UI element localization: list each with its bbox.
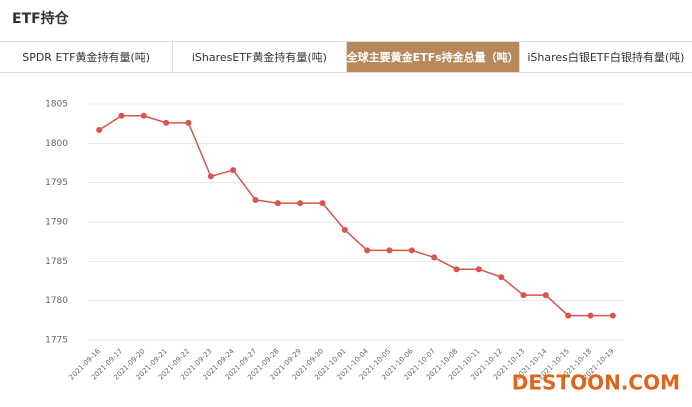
point xyxy=(565,312,572,319)
point xyxy=(207,173,214,180)
y-tick-label: 1785 xyxy=(45,257,68,267)
line xyxy=(98,115,613,317)
point xyxy=(341,226,348,233)
point xyxy=(475,266,482,273)
point xyxy=(274,200,281,207)
y-tick-label: 1795 xyxy=(45,178,68,188)
y-tick-label: 1780 xyxy=(45,296,68,306)
point xyxy=(118,112,125,119)
y-tick-label: 1790 xyxy=(45,218,68,228)
section-title: ETF持仓 xyxy=(12,11,69,27)
tab[interactable]: iSharesETF黄金持有量(吨) xyxy=(173,42,347,72)
y-tick-label: 1800 xyxy=(45,139,68,149)
point xyxy=(319,200,326,207)
tab[interactable]: 全球主要黄金ETFs持金总量（吨） xyxy=(346,42,520,72)
point xyxy=(408,247,415,254)
point xyxy=(453,266,460,273)
watermark: DESTOON.COM xyxy=(512,371,680,395)
point xyxy=(609,312,616,319)
point xyxy=(230,167,237,174)
point xyxy=(140,112,147,119)
point xyxy=(96,126,103,133)
point xyxy=(587,312,594,319)
point xyxy=(297,200,304,207)
point xyxy=(364,247,371,254)
point xyxy=(520,292,527,299)
tab-bar: SPDR ETF黄金持有量(吨) iSharesETF黄金持有量(吨) 全球主要黄金… xyxy=(0,41,692,73)
point xyxy=(498,274,505,281)
point xyxy=(431,254,438,261)
y-tick-label: 1775 xyxy=(45,336,68,346)
point xyxy=(386,247,393,254)
tab[interactable]: iShares白银ETF白银持有量(吨) xyxy=(527,51,685,64)
tab[interactable]: SPDR ETF黄金持有量(吨) xyxy=(0,42,174,72)
point xyxy=(163,119,170,126)
y-tick-label: 1805 xyxy=(45,100,68,110)
point xyxy=(185,119,192,126)
point xyxy=(542,292,549,299)
point xyxy=(252,196,259,203)
